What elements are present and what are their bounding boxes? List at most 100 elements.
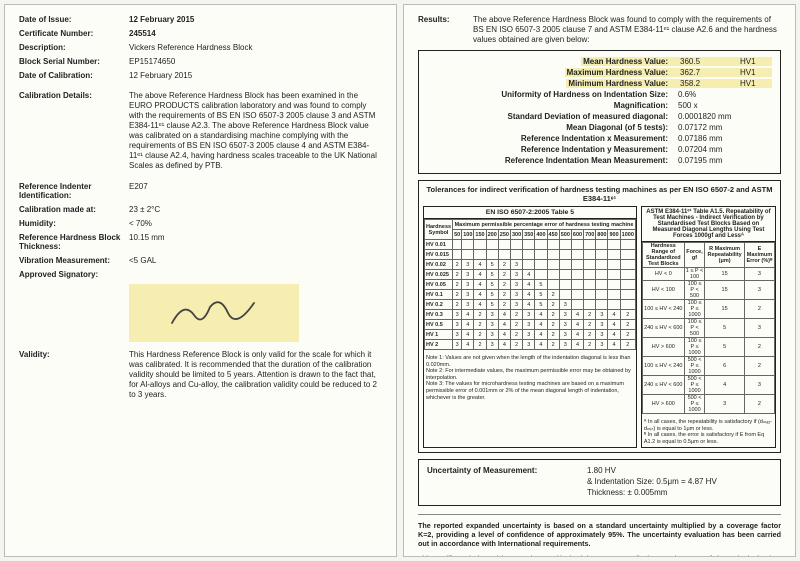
footer-bold: The reported expanded uncertainty is bas… [418,521,781,548]
value-stddev: 0.0001820 mm [678,112,772,121]
value-date-issue: 12 February 2015 [129,15,382,24]
row-cal-at: Calibration made at: 23 ± 2°C [19,205,382,214]
row-mean-hv: Mean Hardness Value: 360.5 HV1 [427,57,772,66]
value-ref-y: 0.07204 mm [678,145,772,154]
astm-table: Hardness Range of Standardized Test Bloc… [642,242,775,414]
astm-head: ASTM E384-11ᵉ¹ Table A1.5. Repeatability… [642,207,775,242]
row-date-cal: Date of Calibration: 12 February 2015 [19,71,382,80]
value-indenter: E207 [129,182,382,200]
row-cert-no: Certificate Number: 245514 [19,29,382,38]
value-max-hv: 362.7 [678,68,738,77]
value-uncert-indent: & Indentation Size: 0.5μm = 4.87 HV [587,477,717,486]
certificate-page-right: Results: The above Reference Hardness Bl… [403,4,796,557]
label-uniformity: Uniformity of Hardness on Indentation Si… [501,90,678,99]
separator [418,514,781,515]
value-uniformity: 0.6% [678,90,738,99]
value-cal-at: 23 ± 2°C [129,205,382,214]
unit-min-hv: HV1 [738,79,772,88]
signature-icon [164,293,264,333]
value-vibration: <5 GAL [129,256,382,265]
value-date-cal: 12 February 2015 [129,71,382,80]
row-cal-details: Calibration Details: The above Reference… [19,91,382,171]
value-min-hv: 358.2 [678,79,738,88]
label-description: Description: [19,43,129,52]
unit-max-hv: HV1 [738,68,772,77]
value-serial: EP15174650 [129,57,382,66]
row-ref-x: Reference Indentation x Measurement: 0.0… [427,134,772,143]
label-ref-y: Reference Indentation y Measurement: [521,145,678,154]
label-validity: Validity: [19,350,129,400]
astm-table-box: ASTM E384-11ᵉ¹ Table A1.5. Repeatability… [641,206,776,448]
value-mean-diag: 0.07172 mm [678,123,772,132]
label-cal-at: Calibration made at: [19,205,129,214]
label-ref-mean: Reference Indentation Mean Measurement: [505,156,678,165]
label-uncert: Uncertainty of Measurement: [427,466,587,475]
value-uncert-thick: Thickness: ± 0.005mm [587,488,667,497]
signature-box [129,284,299,342]
value-description: Vickers Reference Hardness Block [129,43,382,52]
row-date-issue: Date of Issue: 12 February 2015 [19,15,382,24]
iso-note3: Note 3: The values for microhardness tes… [426,381,634,401]
label-humidity: Humidity: [19,219,129,228]
value-cert-no: 245514 [129,29,382,38]
row-min-hv: Minimum Hardness Value: 358.2 HV1 [427,79,772,88]
label-magnification: Magnification: [614,101,678,110]
iso-table: Hardness SymbolMaximum permissible perce… [424,219,636,350]
astm-noteA: ᴬ In all cases, the repeatability is sat… [644,419,773,432]
row-ref-mean: Reference Indentation Mean Measurement: … [427,156,772,165]
row-uniformity: Uniformity of Hardness on Indentation Si… [427,90,772,99]
row-max-hv: Maximum Hardness Value: 362.7 HV1 [427,68,772,77]
label-cal-details: Calibration Details: [19,91,129,171]
tolerances-box: Tolerances for indirect verification of … [418,180,781,453]
label-date-issue: Date of Issue: [19,15,129,24]
row-magnification: Magnification: 500 x [427,101,772,110]
iso-note2: Note 2: For intermediate values, the max… [426,368,634,381]
value-ref-x: 0.07186 mm [678,134,772,143]
iso-head: EN ISO 6507-2:2005 Table 5 [424,207,636,219]
unit-mean-hv: HV1 [738,57,772,66]
label-thickness: Reference Hardness Block Thickness: [19,233,129,251]
value-thickness: 10.15 mm [129,233,382,251]
value-results-intro: The above Reference Hardness Block was f… [473,15,781,45]
label-date-cal: Date of Calibration: [19,71,129,80]
uncertainty-box: Uncertainty of Measurement: 1.80 HV & In… [418,459,781,506]
value-magnification: 500 x [678,101,738,110]
label-min-hv: Minimum Hardness Value: [566,79,678,88]
value-humidity: < 70% [129,219,382,228]
row-signatory: Approved Signatory: [19,270,382,279]
results-box: Mean Hardness Value: 360.5 HV1 Maximum H… [418,50,781,174]
certificate-page-left: Date of Issue: 12 February 2015 Certific… [4,4,397,557]
row-ref-y: Reference Indentation y Measurement: 0.0… [427,145,772,154]
iso-notes: Note 1: Values are not given when the le… [424,353,636,403]
row-indenter: Reference Indenter Identification: E207 [19,182,382,200]
value-mean-hv: 360.5 [678,57,738,66]
value-ref-mean: 0.07195 mm [678,156,772,165]
label-serial: Block Serial Number: [19,57,129,66]
label-mean-hv: Mean Hardness Value: [581,57,678,66]
value-cal-details: The above Reference Hardness Block has b… [129,91,382,171]
value-validity: This Hardness Reference Block is only va… [129,350,382,400]
label-signatory: Approved Signatory: [19,270,129,279]
label-cert-no: Certificate Number: [19,29,129,38]
label-max-hv: Maximum Hardness Value: [565,68,678,77]
astm-noteB: ᴮ In all cases, the error is satisfactor… [644,432,773,445]
label-mean-diag: Mean Diagonal (of 5 tests): [566,123,678,132]
astm-notes: ᴬ In all cases, the repeatability is sat… [642,417,775,447]
row-serial: Block Serial Number: EP15174650 [19,57,382,66]
row-stddev: Standard Deviation of measured diagonal:… [427,112,772,121]
iso-note1: Note 1: Values are not given when the le… [426,355,634,368]
row-humidity: Humidity: < 70% [19,219,382,228]
row-thickness: Reference Hardness Block Thickness: 10.1… [19,233,382,251]
row-mean-diag: Mean Diagonal (of 5 tests): 0.07172 mm [427,123,772,132]
label-indenter: Reference Indenter Identification: [19,182,129,200]
row-vibration: Vibration Measurement: <5 GAL [19,256,382,265]
label-stddev: Standard Deviation of measured diagonal: [508,112,678,121]
row-validity: Validity: This Hardness Reference Block … [19,350,382,400]
iso-table-box: EN ISO 6507-2:2005 Table 5 Hardness Symb… [423,206,637,448]
row-description: Description: Vickers Reference Hardness … [19,43,382,52]
label-results: Results: [418,15,473,45]
value-uncert-hv: 1.80 HV [587,466,616,475]
label-vibration: Vibration Measurement: [19,256,129,265]
label-ref-x: Reference Indentation x Measurement: [521,134,678,143]
footer-plain: This certificate is issued in accordance… [418,554,781,557]
